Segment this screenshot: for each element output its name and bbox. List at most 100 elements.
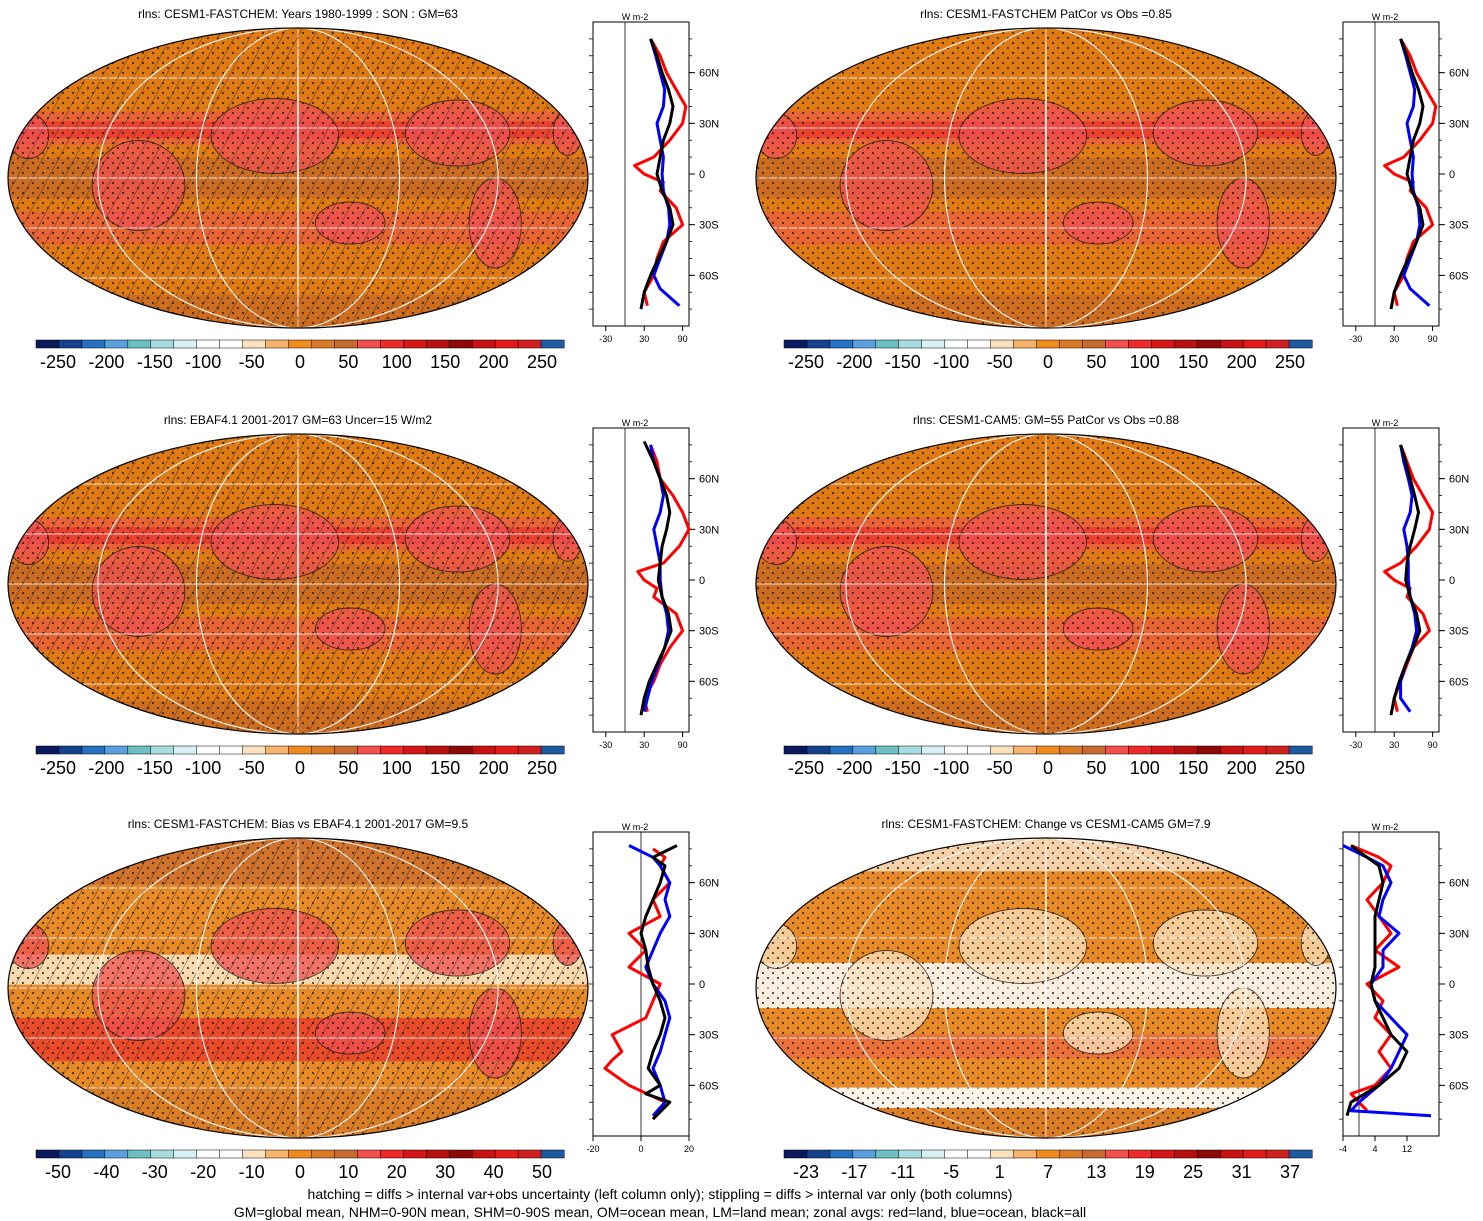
colorbar-swatch bbox=[944, 1149, 969, 1159]
zonal-unit-label: W m-2 bbox=[622, 418, 649, 428]
map-outline bbox=[7, 433, 589, 735]
colorbar-tick-label: -100 bbox=[933, 352, 969, 372]
zonal-series-line bbox=[1345, 844, 1409, 1117]
colorbar-swatch bbox=[35, 745, 60, 755]
zonal-x-tick-label: 20 bbox=[684, 1144, 694, 1154]
zonal-x-tick-label: 0 bbox=[638, 1144, 643, 1154]
colorbar-tick-label: 31 bbox=[1232, 1162, 1252, 1182]
colorbar-swatch bbox=[1219, 745, 1244, 755]
colorbar-swatch bbox=[265, 745, 290, 755]
colorbar-tick-label: -200 bbox=[88, 758, 124, 778]
colorbar-swatch bbox=[540, 745, 565, 755]
colorbar-swatch bbox=[944, 745, 969, 755]
colorbar-swatch bbox=[852, 1149, 877, 1159]
latitude-tick-label: 0 bbox=[699, 169, 705, 181]
colorbar-tick-label: 10 bbox=[338, 1162, 358, 1182]
map-title: rlns: EBAF4.1 2001-2017 GM=63 Uncer=15 W… bbox=[164, 413, 432, 427]
colorbar: -250 -200 -150 -100 -50 0 50 100 150 200 250 bbox=[35, 339, 565, 372]
colorbar-swatch bbox=[1151, 1149, 1175, 1159]
colorbar-swatch bbox=[517, 745, 542, 755]
colorbar-tick-label: 250 bbox=[1275, 352, 1305, 372]
panel: rlns: CESM1-FASTCHEM: Change vs CESM1-CA… bbox=[755, 817, 1469, 1182]
colorbar-tick-label: 13 bbox=[1086, 1162, 1106, 1182]
latitude-tick-label: 0 bbox=[1449, 575, 1455, 587]
colorbar-swatch bbox=[104, 745, 129, 755]
zonal-x-tick-label: 90 bbox=[1428, 740, 1438, 750]
colorbar-tick-label: 50 bbox=[1086, 352, 1106, 372]
colorbar-tick-label: 7 bbox=[1043, 1162, 1053, 1182]
colorbar-tick-label: -23 bbox=[793, 1162, 819, 1182]
zonal-x-tick-label: 12 bbox=[1402, 1144, 1412, 1154]
colorbar-swatch bbox=[173, 1149, 198, 1159]
latitude-tick-label: 60N bbox=[1449, 878, 1469, 890]
colorbar-swatch bbox=[173, 745, 198, 755]
colorbar-tick-label: 200 bbox=[479, 758, 509, 778]
colorbar-swatch bbox=[448, 339, 473, 349]
zonal-x-tick-label: 90 bbox=[678, 334, 688, 344]
zonal-x-tick-label: 30 bbox=[1389, 334, 1399, 344]
colorbar-tick-label: 50 bbox=[338, 758, 358, 778]
colorbar-swatch bbox=[540, 1149, 565, 1159]
latitude-tick-label: 30N bbox=[1449, 524, 1469, 536]
colorbar-tick-label: 150 bbox=[1178, 758, 1208, 778]
zonal-x-tick-label: -30 bbox=[599, 334, 612, 344]
colorbar-swatch bbox=[311, 339, 335, 349]
colorbar-swatch bbox=[1082, 745, 1106, 755]
colorbar-swatch bbox=[1174, 339, 1198, 349]
map-title: rlns: CESM1-FASTCHEM PatCor vs Obs =0.85 bbox=[920, 7, 1172, 21]
colorbar-swatch bbox=[517, 1149, 542, 1159]
colorbar-swatch bbox=[1082, 1149, 1106, 1159]
colorbar-swatch bbox=[426, 745, 450, 755]
zonal-x-tick-label: -30 bbox=[1349, 740, 1362, 750]
colorbar-swatch bbox=[875, 339, 900, 349]
colorbar-tick-label: 0 bbox=[295, 352, 305, 372]
colorbar-swatch bbox=[265, 1149, 290, 1159]
colorbar-swatch bbox=[173, 339, 198, 349]
panel: rlns: EBAF4.1 2001-2017 GM=63 Uncer=15 W… bbox=[7, 413, 719, 778]
zonal-mean-plot: W m-2 60N 30N 0 30S 60S -20 0 20 bbox=[586, 822, 719, 1154]
colorbar-swatch bbox=[806, 339, 831, 349]
map-outline bbox=[755, 837, 1337, 1139]
latitude-tick-label: 30S bbox=[1449, 1030, 1469, 1042]
colorbar-swatch bbox=[1265, 339, 1290, 349]
zonal-series-line bbox=[639, 440, 673, 716]
colorbar-tick-label: 0 bbox=[1043, 758, 1053, 778]
latitude-tick-label: 0 bbox=[699, 575, 705, 587]
colorbar-swatch bbox=[494, 1149, 519, 1159]
colorbar-swatch bbox=[990, 745, 1015, 755]
colorbar-swatch bbox=[1288, 745, 1313, 755]
colorbar-swatch bbox=[403, 745, 427, 755]
latitude-tick-label: 60N bbox=[699, 878, 719, 890]
colorbar-tick-label: 0 bbox=[1043, 352, 1053, 372]
colorbar-swatch bbox=[921, 745, 946, 755]
latitude-tick-label: 60N bbox=[699, 68, 719, 80]
colorbar-swatch bbox=[1242, 1149, 1267, 1159]
colorbar-tick-label: 50 bbox=[338, 352, 358, 372]
zonal-series-line bbox=[639, 38, 675, 310]
colorbar-swatch bbox=[1196, 1149, 1221, 1159]
colorbar-tick-label: 200 bbox=[479, 352, 509, 372]
zonal-frame bbox=[1342, 21, 1440, 327]
zonal-mean-plot: W m-2 60N 30N 0 30S 60S -4 4 12 bbox=[1339, 822, 1469, 1154]
zonal-unit-label: W m-2 bbox=[1372, 12, 1399, 22]
colorbar-swatch bbox=[357, 1149, 381, 1159]
colorbar-swatch bbox=[990, 339, 1015, 349]
colorbar-swatch bbox=[852, 339, 877, 349]
colorbar-swatch bbox=[1128, 1149, 1152, 1159]
colorbar-tick-label: -250 bbox=[788, 758, 824, 778]
colorbar-swatch bbox=[1174, 745, 1198, 755]
colorbar-swatch bbox=[921, 339, 946, 349]
colorbar: -23 -17 -11 -5 1 7 13 19 25 31 37 bbox=[783, 1149, 1313, 1182]
colorbar-swatch bbox=[829, 339, 854, 349]
zonal-frame bbox=[592, 21, 690, 327]
colorbar-swatch bbox=[1219, 339, 1244, 349]
colorbar-swatch bbox=[921, 1149, 946, 1159]
colorbar-tick-label: 100 bbox=[382, 758, 412, 778]
latitude-tick-label: 0 bbox=[1449, 979, 1455, 991]
colorbar-swatch bbox=[127, 1149, 152, 1159]
colorbar-swatch bbox=[967, 745, 992, 755]
colorbar-tick-label: 37 bbox=[1280, 1162, 1300, 1182]
latitude-tick-label: 30N bbox=[699, 524, 719, 536]
colorbar-tick-label: -200 bbox=[88, 352, 124, 372]
